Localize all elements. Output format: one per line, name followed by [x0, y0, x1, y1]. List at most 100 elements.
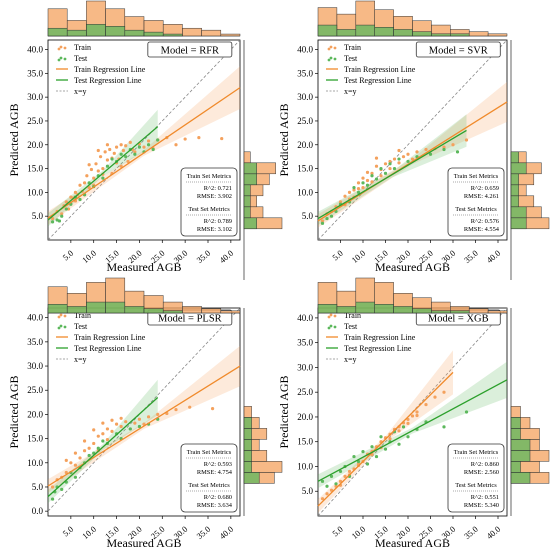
right-hist-test-bar: [510, 428, 521, 440]
y-tick-label: 25.0: [27, 385, 43, 395]
train-point: [388, 437, 392, 441]
legend-test-marker: [57, 58, 61, 62]
y-tick-label: 25.0: [297, 116, 313, 126]
test-point: [101, 439, 105, 443]
test-r2: R^2: 0.551: [471, 494, 499, 501]
x-tick-label: 10.0: [349, 248, 367, 265]
train-point: [197, 136, 201, 140]
train-point: [101, 432, 105, 436]
right-histogram: [510, 40, 550, 280]
train-metrics-header: Train Set Metrics: [454, 449, 499, 456]
y-tick-label: 40.0: [27, 45, 43, 55]
test-metrics-header: Test Set Metrics: [188, 206, 230, 213]
train-point: [98, 155, 103, 159]
train-point: [114, 145, 119, 149]
x-axis-label: Measured AGB: [375, 260, 450, 274]
train-point: [352, 188, 356, 192]
train-point: [442, 145, 446, 149]
y-tick-label: 5.0: [302, 211, 314, 221]
train-point: [85, 174, 89, 178]
legend-test-marker: [329, 56, 333, 60]
test-regression-line: [47, 126, 159, 221]
test-point: [133, 152, 137, 156]
top-hist-test-bar: [374, 27, 394, 37]
train-point: [108, 147, 112, 152]
test-point: [96, 446, 100, 450]
train-point: [133, 150, 137, 154]
test-regression-line: [317, 129, 467, 220]
train-point: [392, 157, 397, 161]
train-point: [94, 162, 98, 166]
train-point: [103, 150, 107, 154]
train-point: [433, 395, 437, 399]
x-tick-label: 5.0: [61, 524, 76, 538]
train-point: [124, 144, 128, 148]
train-point: [383, 162, 388, 166]
legend-train-line-label: Train Regression Line: [74, 333, 146, 342]
train-point: [415, 410, 419, 414]
test-point: [87, 453, 91, 458]
y-tick-label: 30.0: [297, 362, 313, 372]
train-point: [183, 137, 187, 141]
test-point: [406, 435, 410, 439]
legend-train-marker: [59, 313, 63, 317]
legend-test-marker: [333, 57, 337, 61]
test-point: [379, 166, 383, 171]
y-tick-label: 40.0: [297, 45, 313, 55]
train-point: [73, 463, 78, 467]
right-hist-test-bar: [510, 417, 521, 429]
train-point: [78, 183, 82, 187]
train-point: [119, 164, 123, 168]
legend-train-label: Train: [344, 311, 361, 320]
y-tick-label: 15.0: [297, 164, 313, 174]
test-point: [406, 159, 410, 164]
legend-train-marker: [57, 47, 61, 51]
train-point: [105, 427, 110, 431]
train-point: [374, 156, 379, 160]
test-point: [137, 145, 142, 149]
x-tick-label: 5.0: [330, 524, 345, 538]
legend-test-marker: [333, 325, 337, 329]
top-histogram: [317, 277, 508, 314]
top-hist-test-bar: [412, 308, 432, 314]
train-point: [110, 418, 114, 422]
right-hist-test-bar: [243, 162, 257, 175]
train-point: [105, 158, 110, 162]
test-point: [361, 181, 365, 185]
train-point: [119, 424, 123, 429]
train-point: [406, 421, 410, 425]
train-point: [347, 469, 352, 474]
train-point: [92, 428, 96, 432]
train-point: [60, 212, 64, 216]
train-point: [424, 402, 428, 407]
y-tick-label: 20.0: [297, 140, 313, 150]
train-point: [338, 200, 343, 204]
test-point: [320, 221, 325, 225]
test-point: [397, 442, 401, 446]
train-point: [320, 219, 325, 223]
test-point: [361, 450, 365, 454]
train-point: [73, 451, 78, 455]
test-point: [151, 147, 155, 152]
test-point: [383, 171, 388, 175]
train-regression-line: [47, 365, 241, 487]
chart-panel-1: 5.0 10.0 15.0 20.0 25.0 30.0 35.0 40.05.010.015…: [7, 0, 283, 280]
legend-train-marker: [59, 45, 63, 49]
model-label-box: [415, 41, 501, 58]
train-point: [356, 181, 361, 185]
y-tick-label: 5.0: [302, 486, 314, 496]
test-point: [137, 424, 142, 429]
y-tick-label: 40.0: [27, 313, 43, 323]
y-axis-label: Predicted AGB: [7, 104, 21, 177]
test-point: [392, 166, 397, 171]
train-point: [361, 186, 365, 190]
test-point: [325, 484, 329, 488]
legend-test-marker: [327, 326, 331, 330]
legend-identity-label: x=y: [74, 87, 87, 96]
y-tick-label: 0.0: [32, 506, 44, 516]
test-point: [156, 138, 160, 142]
train-point: [347, 190, 352, 194]
test-point: [325, 216, 329, 221]
